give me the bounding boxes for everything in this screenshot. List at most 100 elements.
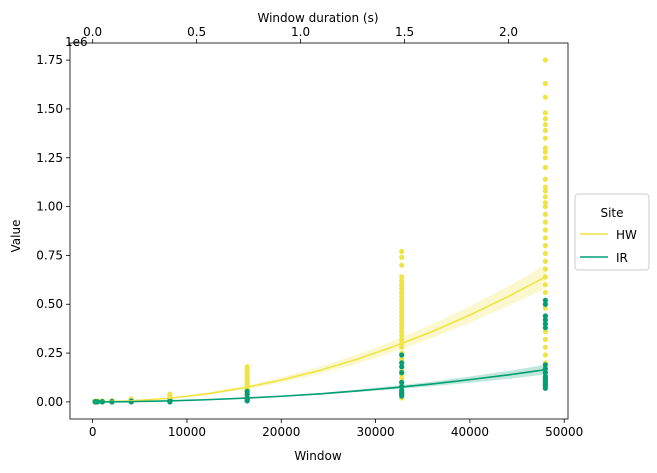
point-hw (542, 258, 548, 264)
y-tick-label: 0.00 (36, 395, 63, 409)
y-tick-label: 0.75 (36, 248, 63, 262)
x-tick-label: 10000 (168, 425, 206, 439)
axes: 0 10000 20000 30000 40000 50000 0.0 0.5 1.0 1.5 2.… (36, 25, 583, 439)
point-ir (399, 352, 405, 358)
plot-area (92, 57, 548, 405)
point-ir (399, 364, 405, 370)
point-hw (542, 145, 548, 151)
x2-axis-title: Window duration (s) (257, 11, 378, 25)
point-ir (542, 317, 548, 323)
point-hw (542, 305, 548, 311)
point-hw (167, 391, 173, 397)
point-hw (542, 176, 548, 182)
point-ir (542, 313, 548, 319)
legend-label-hw: HW (616, 228, 637, 242)
point-ir (399, 370, 405, 376)
point-hw (399, 305, 405, 311)
point-hw (399, 328, 405, 335)
point-hw (399, 301, 405, 307)
fit-line-hw (92, 276, 546, 403)
plot-contents (92, 57, 548, 405)
point-hw (542, 328, 548, 335)
point-hw (399, 332, 405, 339)
point-hw (542, 219, 548, 225)
point-hw (399, 336, 405, 343)
point-hw (542, 94, 548, 100)
point-hw (542, 211, 548, 217)
point-hw (542, 250, 548, 257)
point-hw (399, 297, 405, 303)
point-hw (399, 282, 405, 288)
y-tick-label: 1.75 (36, 53, 63, 67)
point-hw (542, 164, 548, 171)
point-hw (542, 200, 548, 206)
point-hw (399, 375, 405, 382)
point-hw (399, 313, 405, 319)
point-ir (542, 325, 548, 331)
y-axis-title: Value (9, 220, 23, 253)
point-ir (399, 379, 405, 385)
point-hw (542, 194, 548, 200)
x2-tick-label: 1.0 (291, 25, 310, 39)
point-hw (542, 184, 548, 190)
point-ir (542, 301, 548, 307)
legend: Site HW IR (574, 193, 650, 271)
point-hw (542, 336, 548, 343)
y-tick-label: 1.50 (36, 102, 63, 116)
y-offset-text: 1e6 (65, 35, 88, 49)
point-ir (244, 388, 250, 394)
point-hw (542, 149, 548, 155)
x-tick-label: 30000 (356, 425, 394, 439)
point-hw (399, 274, 405, 280)
point-hw (399, 248, 405, 255)
y-tick-label: 1.00 (36, 200, 63, 214)
point-hw (399, 309, 405, 315)
x2-tick-label: 0.0 (83, 25, 102, 39)
x-axis-title: Window (294, 449, 342, 463)
x-tick-label: 50000 (545, 425, 583, 439)
point-hw (542, 266, 548, 272)
point-hw (399, 325, 405, 331)
point-ir (399, 360, 405, 366)
point-hw (399, 344, 405, 350)
point-hw (542, 352, 548, 358)
x-tick-label: 0 (89, 425, 97, 439)
point-hw (399, 286, 405, 292)
point-hw (542, 188, 548, 194)
point-hw (542, 57, 548, 63)
point-ir (542, 297, 548, 303)
point-ir (399, 387, 405, 393)
point-hw (542, 116, 548, 122)
point-hw (399, 356, 405, 362)
plot-frame (69, 42, 569, 420)
point-ir (542, 373, 548, 380)
point-hw (399, 278, 405, 284)
point-hw (542, 282, 548, 288)
y-tick-label: 1.25 (36, 151, 63, 165)
x-tick-label: 20000 (262, 425, 300, 439)
point-hw (542, 235, 548, 241)
point-hw (399, 262, 405, 268)
x2-tick-label: 2.0 (499, 25, 518, 39)
point-ir (542, 362, 548, 368)
point-hw (542, 227, 548, 233)
point-hw (399, 289, 405, 296)
point-hw (399, 293, 405, 300)
x2-tick-label: 1.5 (395, 25, 414, 39)
x2-tick-label: 0.5 (187, 25, 206, 39)
point-ir (542, 370, 548, 376)
point-hw (399, 254, 405, 260)
point-hw (399, 321, 405, 327)
point-hw (542, 289, 548, 296)
point-hw (542, 80, 548, 87)
point-hw (542, 110, 548, 116)
point-hw (542, 155, 548, 161)
y-tick-label: 0.50 (36, 297, 63, 311)
point-hw (542, 243, 548, 249)
point-hw (542, 127, 548, 134)
point-hw (244, 364, 250, 370)
legend-label-ir: IR (616, 251, 628, 265)
fit-line-ir (92, 368, 546, 403)
legend-title: Site (600, 206, 623, 220)
